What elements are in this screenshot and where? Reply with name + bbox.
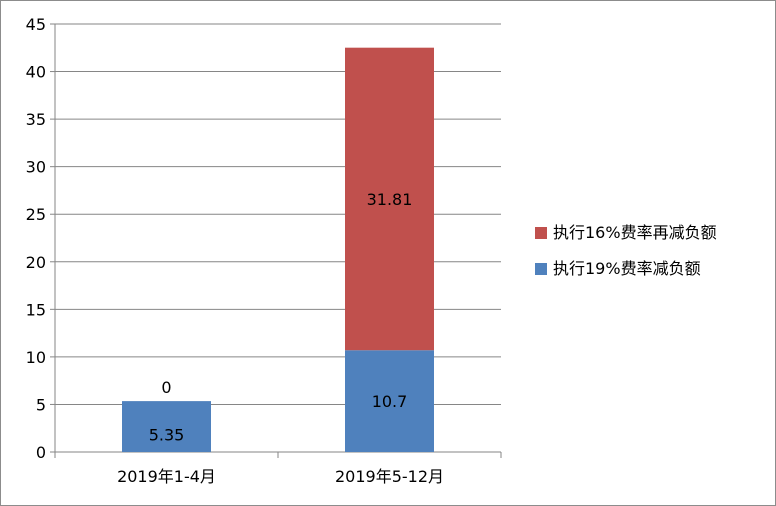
data-label: 10.7	[372, 392, 408, 411]
x-category-label: 2019年5-12月	[335, 467, 444, 486]
legend-swatch	[535, 263, 547, 275]
y-tick-label: 45	[26, 15, 46, 34]
y-tick-label: 15	[26, 300, 46, 319]
legend-label: 执行19%费率减负额	[553, 259, 701, 278]
y-tick-label: 40	[26, 63, 46, 82]
y-tick-label: 10	[26, 348, 46, 367]
bar-segment	[345, 350, 434, 452]
y-tick-label: 20	[26, 253, 46, 272]
data-label: 5.35	[149, 426, 185, 445]
bar-segment	[345, 47, 434, 351]
data-label: 31.81	[367, 190, 413, 209]
legend-label: 执行16%费率再减负额	[553, 223, 717, 242]
data-label: 0	[161, 378, 171, 397]
y-tick-label: 25	[26, 205, 46, 224]
y-tick-label: 35	[26, 110, 46, 129]
y-tick-label: 0	[36, 443, 46, 462]
y-tick-label: 30	[26, 158, 46, 177]
y-tick-label: 5	[36, 395, 46, 414]
legend-swatch	[535, 227, 547, 239]
bar-segment	[122, 401, 211, 452]
x-category-label: 2019年1-4月	[117, 467, 216, 486]
